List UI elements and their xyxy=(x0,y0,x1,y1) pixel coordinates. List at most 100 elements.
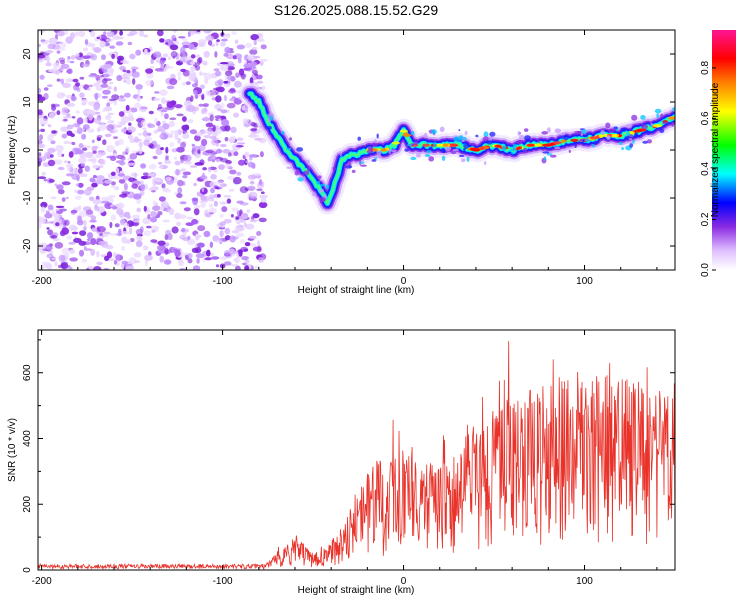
noise-blob xyxy=(146,132,152,136)
noise-blob xyxy=(223,80,229,84)
signal-hotspot xyxy=(442,143,449,147)
signal-scatter-blob xyxy=(303,176,306,182)
noise-blob xyxy=(181,227,186,233)
noise-blob xyxy=(249,61,258,67)
noise-blob xyxy=(60,78,65,85)
noise-blob xyxy=(78,52,83,58)
noise-blob xyxy=(205,122,214,128)
noise-blob xyxy=(101,95,109,99)
noise-blob xyxy=(226,65,235,71)
noise-blob xyxy=(66,59,71,63)
noise-blob xyxy=(78,210,88,218)
noise-blob xyxy=(217,108,223,112)
noise-blob xyxy=(117,202,125,210)
noise-blob xyxy=(50,103,56,108)
signal-scatter-blob xyxy=(671,121,675,127)
noise-blob xyxy=(216,86,225,93)
noise-blob xyxy=(46,227,50,230)
noise-blob xyxy=(99,40,106,48)
noise-blob xyxy=(142,127,147,131)
noise-blob xyxy=(178,259,184,267)
noise-blob xyxy=(250,128,257,132)
noise-blob xyxy=(188,43,195,50)
noise-blob xyxy=(159,255,164,263)
noise-blob xyxy=(137,132,144,136)
noise-blob xyxy=(102,89,111,95)
colorbar-tick-label: 0.6 xyxy=(700,111,711,125)
noise-blob xyxy=(258,217,267,223)
noise-blob xyxy=(177,71,182,77)
noise-blob xyxy=(143,34,149,38)
noise-blob xyxy=(190,61,196,65)
noise-blob xyxy=(133,195,138,199)
noise-blob xyxy=(38,93,43,98)
noise-blob xyxy=(258,201,268,209)
noise-blob xyxy=(252,47,259,50)
noise-blob xyxy=(251,70,258,75)
signal-scatter-blob xyxy=(629,143,634,148)
noise-blob xyxy=(217,180,224,186)
noise-blob xyxy=(220,143,227,148)
noise-blob xyxy=(117,124,122,128)
noise-blob xyxy=(128,115,135,122)
noise-blob xyxy=(91,139,95,144)
noise-blob xyxy=(207,128,213,136)
noise-blob xyxy=(202,167,207,171)
noise-blob xyxy=(148,188,154,191)
noise-blob xyxy=(107,233,117,236)
noise-blob xyxy=(150,58,154,64)
noise-blob xyxy=(133,193,143,197)
noise-blob xyxy=(164,113,169,120)
noise-blob xyxy=(154,91,160,94)
noise-blob xyxy=(49,154,54,158)
noise-blob xyxy=(78,143,84,149)
noise-blob xyxy=(164,248,169,255)
noise-blob xyxy=(92,150,97,154)
spectrogram-ylabel: Frequency (Hz) xyxy=(7,116,18,185)
noise-blob xyxy=(191,145,201,151)
noise-blob xyxy=(92,175,97,179)
noise-blob xyxy=(83,124,90,130)
noise-blob xyxy=(110,155,117,161)
noise-blob xyxy=(212,124,216,132)
signal-scatter-blob xyxy=(367,146,373,151)
colorbar-label: Normalized spectral amplitude xyxy=(710,82,721,217)
noise-blob xyxy=(205,212,212,218)
noise-blob xyxy=(158,165,164,169)
noise-blob xyxy=(194,247,202,254)
signal-scatter-blob xyxy=(302,170,310,176)
noise-blob xyxy=(66,235,73,240)
noise-blob xyxy=(79,173,88,178)
signal-trace xyxy=(238,82,675,215)
noise-blob xyxy=(176,193,183,199)
y-tick-label: 0 xyxy=(22,567,33,573)
noise-blob xyxy=(223,53,229,57)
noise-blob xyxy=(110,214,116,221)
signal-scatter-blob xyxy=(458,129,461,132)
colorbar-tick-label: 0.2 xyxy=(700,212,711,226)
noise-blob xyxy=(213,68,220,72)
noise-blob xyxy=(162,187,170,192)
signal-hotspot xyxy=(380,148,387,152)
noise-blob xyxy=(235,145,244,148)
noise-blob xyxy=(220,158,229,163)
noise-blob xyxy=(47,84,53,87)
signal-hotspot xyxy=(542,143,553,147)
noise-blob xyxy=(115,167,120,175)
signal-scatter-blob xyxy=(646,131,651,135)
noise-blob xyxy=(224,137,229,142)
noise-blob xyxy=(198,200,208,204)
spectrogram-plot-area xyxy=(38,30,675,270)
noise-blob xyxy=(80,162,85,167)
noise-blob xyxy=(142,130,148,137)
noise-blob xyxy=(193,208,200,216)
noise-blob xyxy=(130,222,139,226)
signal-scatter-blob xyxy=(560,135,567,138)
noise-blob xyxy=(68,151,74,158)
noise-blob xyxy=(54,213,60,221)
noise-blob xyxy=(221,225,225,228)
noise-blob xyxy=(96,250,100,258)
noise-blob xyxy=(260,191,265,194)
signal-scatter-blob xyxy=(568,149,571,153)
